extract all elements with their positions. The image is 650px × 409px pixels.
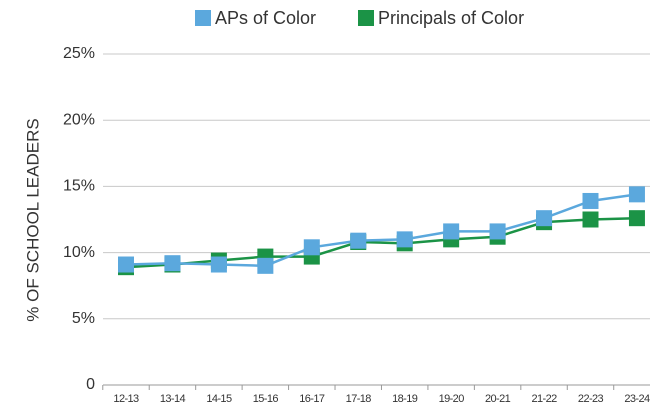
- y-tick-label: 10%: [63, 244, 95, 261]
- y-tick-label: 5%: [72, 310, 95, 327]
- legend-label: APs of Color: [215, 8, 316, 28]
- x-tick-label: 19-20: [439, 393, 465, 405]
- data-point: [257, 257, 274, 274]
- x-tick-label: 18-19: [392, 393, 418, 405]
- x-tick-label: 20-21: [485, 393, 511, 405]
- series-line: [125, 216, 637, 269]
- data-point: [582, 192, 599, 209]
- x-tick-label: 21-22: [531, 393, 557, 405]
- data-point: [536, 210, 553, 227]
- legend-swatch: [358, 10, 374, 26]
- x-tick-label: 13-14: [160, 393, 186, 405]
- data-point: [350, 232, 367, 249]
- y-axis-title: % OF SCHOOL LEADERS: [23, 118, 42, 321]
- y-tick-label: 15%: [63, 178, 95, 195]
- data-point: [582, 211, 599, 228]
- x-tick-label: 17-18: [346, 393, 372, 405]
- data-point: [396, 231, 413, 248]
- data-point: [210, 256, 227, 273]
- data-point: [303, 239, 320, 256]
- x-tick-label: 15-16: [253, 393, 279, 405]
- legend-swatch: [195, 10, 211, 26]
- series-line: [125, 193, 638, 268]
- data-point: [164, 255, 181, 272]
- y-tick-label: 0: [86, 376, 95, 393]
- data-point: [118, 256, 134, 273]
- data-point: [628, 186, 645, 203]
- x-tick-label: 12-13: [113, 393, 139, 405]
- x-tick-label: 14-15: [206, 393, 232, 405]
- x-tick-label: 23-24: [624, 393, 650, 405]
- x-tick-label: 22-23: [578, 393, 604, 405]
- data-point: [628, 210, 645, 227]
- y-tick-label: 25%: [63, 45, 95, 62]
- legend-label: Principals of Color: [378, 8, 524, 28]
- x-tick-label: 16-17: [299, 393, 325, 405]
- data-point: [489, 223, 506, 240]
- y-tick-label: 20%: [63, 111, 95, 128]
- data-point: [443, 223, 460, 240]
